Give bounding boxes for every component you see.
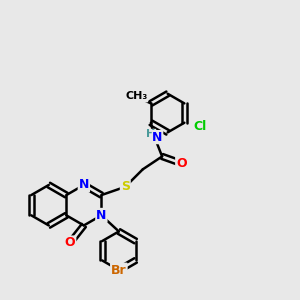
Text: Cl: Cl: [194, 120, 207, 133]
Text: S: S: [121, 180, 130, 193]
Text: N: N: [96, 209, 106, 222]
Text: O: O: [176, 157, 187, 170]
Text: Br: Br: [111, 264, 127, 277]
Text: N: N: [79, 178, 89, 191]
Text: N: N: [152, 130, 163, 144]
Text: H: H: [146, 129, 156, 140]
Text: O: O: [65, 236, 75, 249]
Text: CH₃: CH₃: [125, 92, 147, 101]
